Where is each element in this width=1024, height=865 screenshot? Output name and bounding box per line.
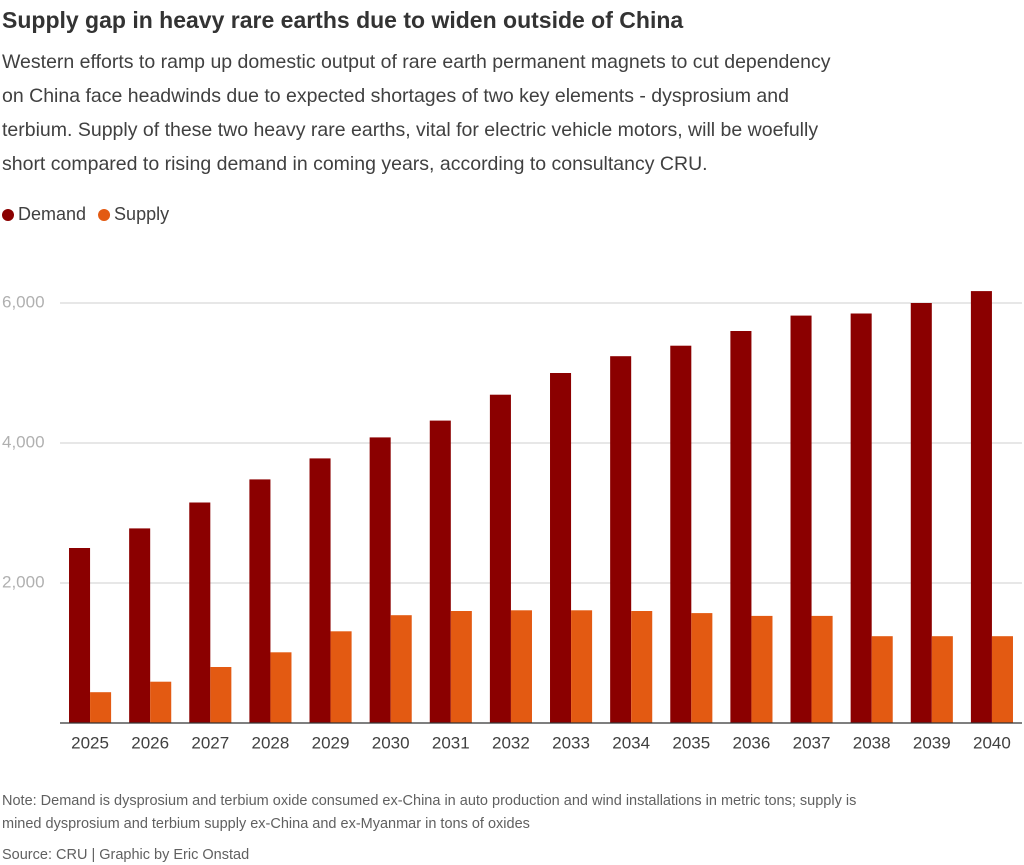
source: Source: CRU | Graphic by Eric Onstad [2,847,249,863]
bar [550,373,572,723]
note-line: Note: Demand is dysprosium and terbium o… [2,793,856,809]
bar [249,479,271,723]
bar [691,613,713,723]
subtitle-line: short compared to rising demand in comin… [2,153,708,175]
bar [90,692,112,723]
legend-label: Demand [18,204,86,224]
bar [610,356,632,723]
x-tick-label: 2031 [432,733,470,752]
bar [991,636,1013,723]
x-tick-label: 2030 [372,733,410,752]
bar [970,291,992,723]
bar [450,611,472,723]
x-tick-label: 2039 [913,733,951,752]
x-tick-label: 2033 [552,733,590,752]
bar [330,631,352,723]
x-tick-label: 2026 [131,733,169,752]
bar [850,313,872,723]
bar [790,315,812,723]
bar [510,610,532,723]
y-tick-label: 2,000 [2,572,45,591]
bar [210,667,232,723]
bar [631,611,653,723]
bar [390,615,412,723]
bar [931,636,953,723]
x-tick-label: 2032 [492,733,530,752]
bar [150,681,172,723]
bar [670,345,692,723]
x-tick-label: 2037 [793,733,831,752]
legend-label: Supply [114,204,169,224]
legend-swatch [98,209,111,221]
bar [129,528,151,723]
bar [69,548,91,723]
bar [871,636,893,723]
subtitle-line: terbium. Supply of these two heavy rare … [2,119,818,141]
x-tick-label: 2027 [191,733,229,752]
bar [309,458,331,723]
bar [910,303,932,723]
x-tick-label: 2034 [612,733,650,752]
y-tick-label: 6,000 [2,292,45,311]
bar [189,502,211,723]
subtitle-line: on China face headwinds due to expected … [2,85,789,107]
x-tick-label: 2025 [71,733,109,752]
subtitle-line: Western efforts to ramp up domestic outp… [2,51,831,73]
bar [429,420,451,723]
chart-title: Supply gap in heavy rare earths due to w… [2,7,683,33]
bar [489,394,511,723]
x-tick-label: 2040 [973,733,1011,752]
bar [369,437,391,723]
y-tick-label: 4,000 [2,432,45,451]
x-tick-label: 2036 [733,733,771,752]
x-tick-label: 2029 [312,733,350,752]
legend-swatch [2,209,14,221]
bar [270,652,292,723]
bar [730,331,752,723]
note-line: mined dysprosium and terbium supply ex-C… [2,816,530,832]
x-tick-label: 2028 [252,733,290,752]
bar [751,615,773,723]
x-tick-label: 2038 [853,733,891,752]
bar [811,615,833,723]
x-tick-label: 2035 [672,733,710,752]
bar [571,610,593,723]
